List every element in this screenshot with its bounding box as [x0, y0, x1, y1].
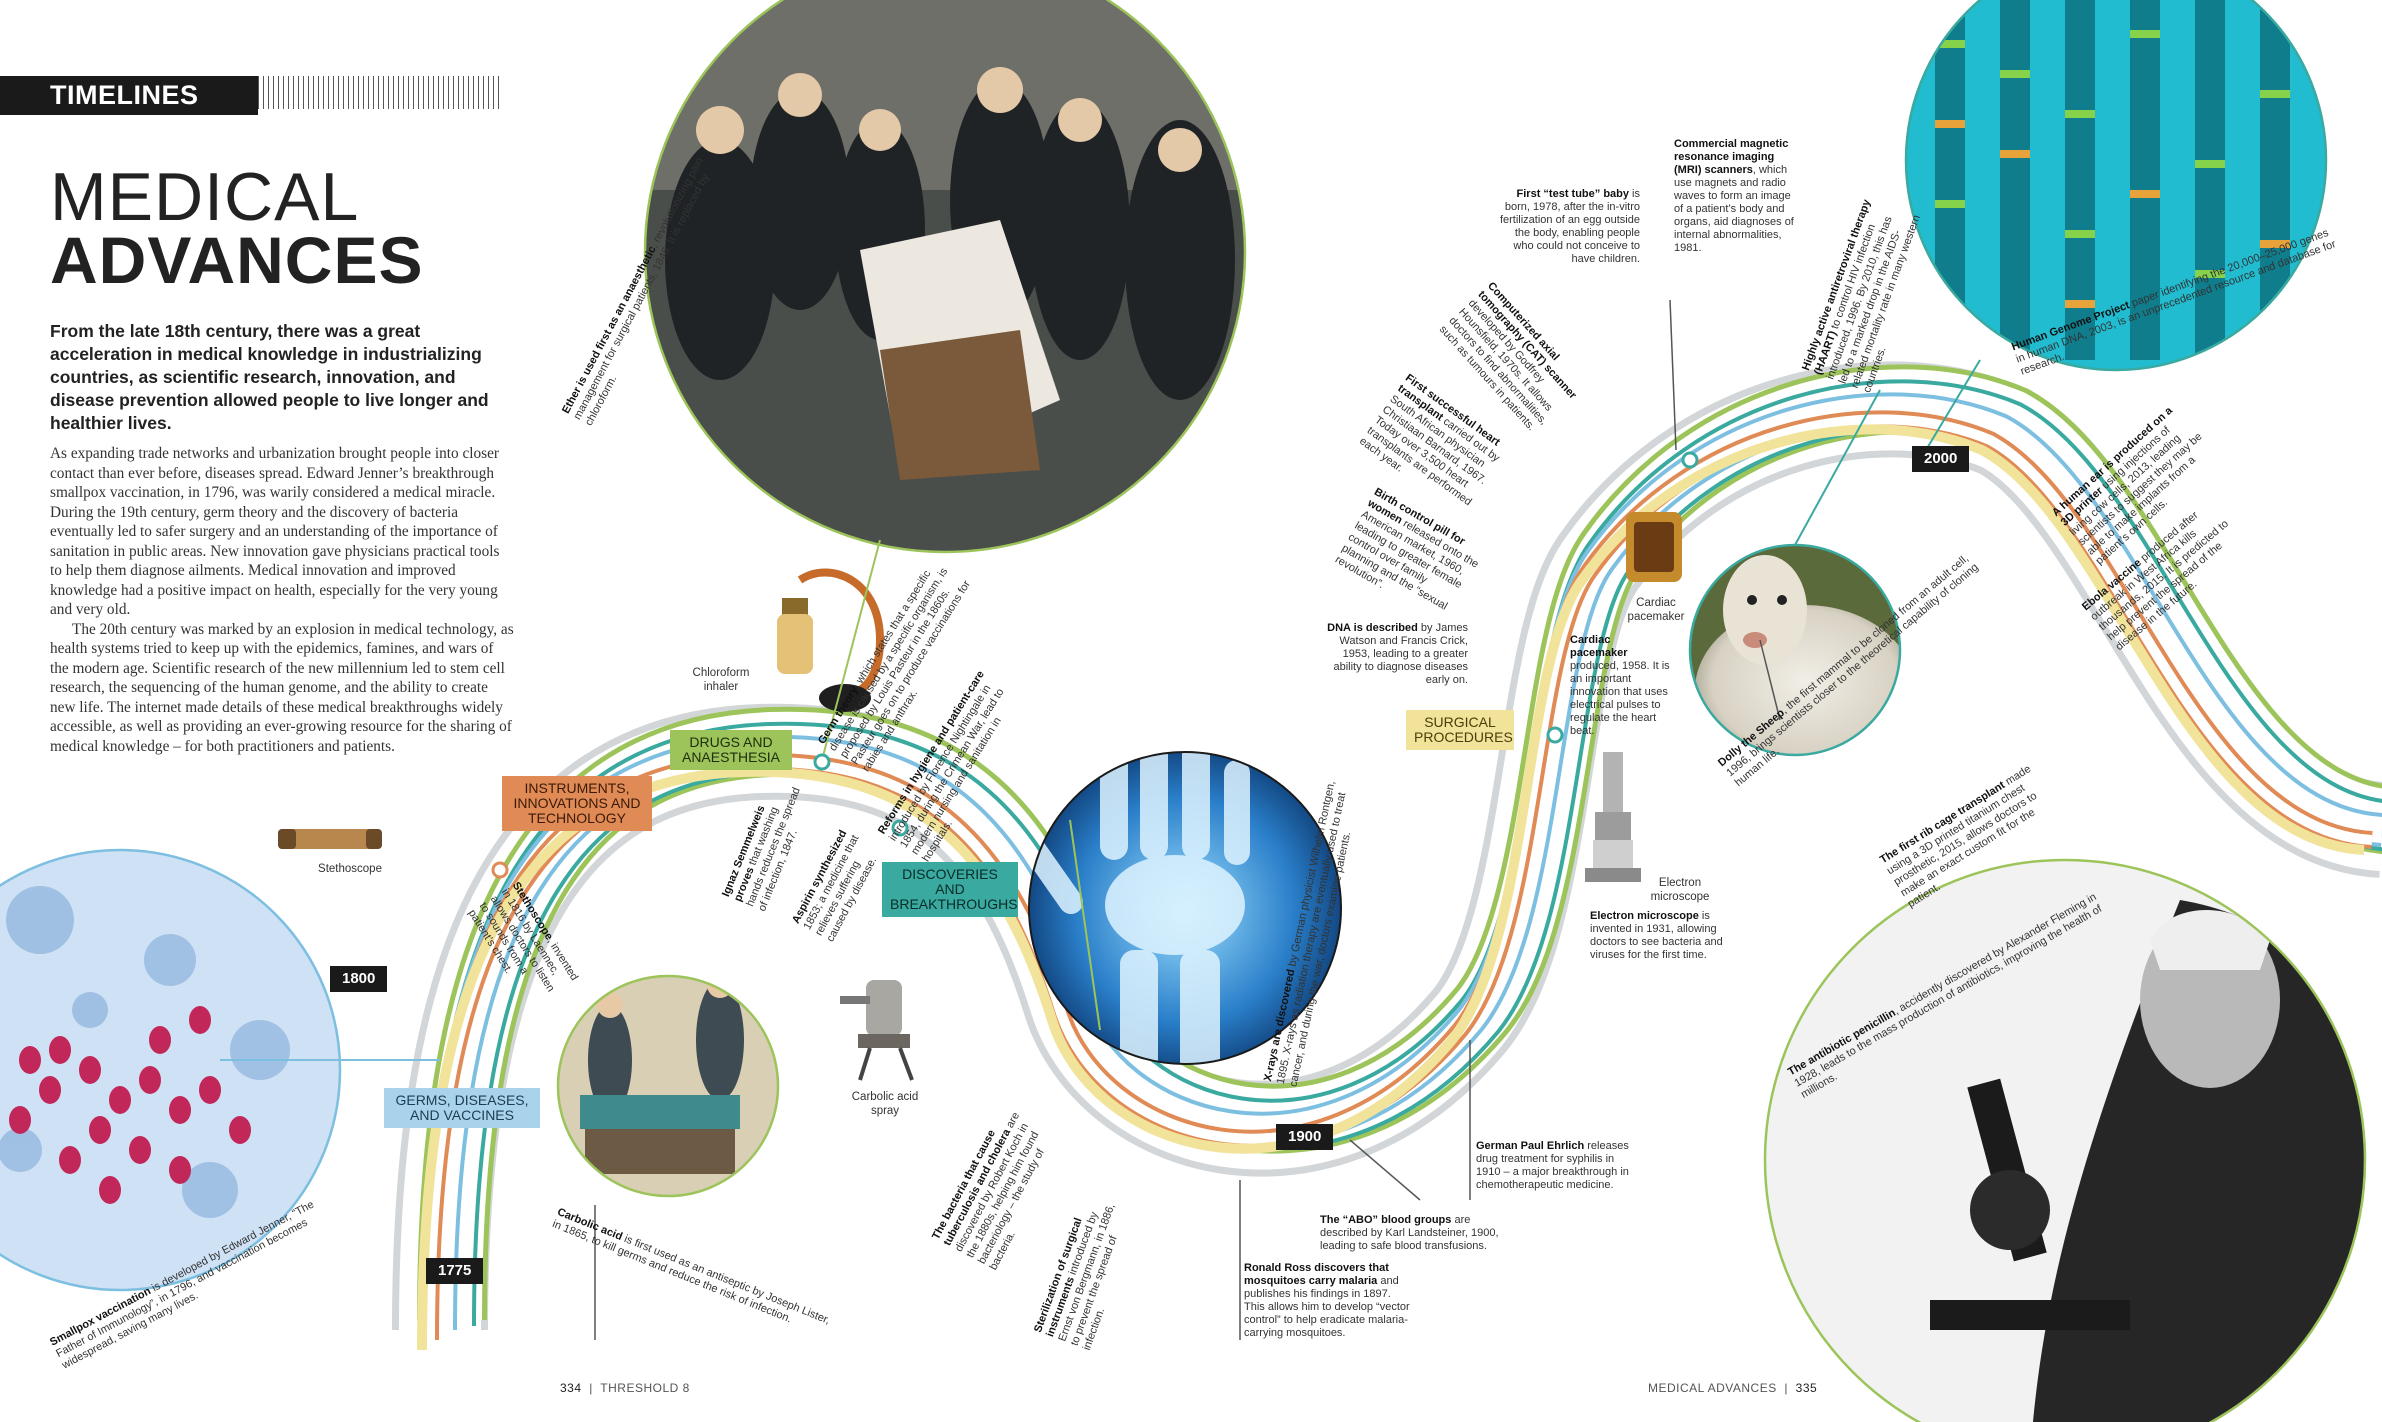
carbolic-spray-object [840, 980, 914, 1081]
event-abo: The “ABO” blood groups are described by … [1320, 1214, 1520, 1253]
event-mri-text: , which use magnets and radio waves to f… [1674, 164, 1794, 254]
event-electron-title: Electron microscope [1590, 910, 1699, 922]
event-dna: DNA is described by James Watson and Fra… [1318, 622, 1468, 687]
year-tag-2000: 2000 [1912, 446, 1970, 472]
genome-gel-image [1906, 0, 2326, 370]
event-ehrlich-text: releases drug treatment for syphilis in … [1476, 1140, 1629, 1191]
body-text: As expanding trade networks and urbaniza… [50, 444, 514, 756]
footer-right: MEDICAL ADVANCES | 335 [1648, 1381, 1818, 1395]
event-abo-text: are described by Karl Landsteiner, 1900,… [1320, 1214, 1499, 1252]
label-pacemaker: Cardiac pacemaker [1627, 597, 1685, 623]
year-tag-1800: 1800 [330, 966, 388, 992]
chloroform-inhaler-object [777, 568, 885, 712]
label-electron-microscope: Electron microscope [1650, 877, 1710, 903]
event-mri-title: Commercial magnetic resonance imaging (M… [1674, 138, 1789, 176]
footer-left: 334 | THRESHOLD 8 [560, 1381, 690, 1395]
event-abo-title: The “ABO” blood groups [1320, 1214, 1452, 1226]
xray-hand-image [1029, 752, 1341, 1064]
label-chloroform: Chloroform inhaler [692, 667, 750, 693]
label-carbolic-spray: Carbolic acid spray [851, 1091, 919, 1117]
stethoscope-object [278, 829, 382, 849]
event-pacemaker-text: produced, 1958. It is an important innov… [1570, 660, 1670, 737]
event-mri: Commercial magnetic resonance imaging (M… [1674, 138, 1802, 255]
section-tag: TIMELINES [0, 76, 258, 115]
year-tag-1900: 1900 [1276, 1124, 1334, 1150]
event-ross-text: and publishes his findings in 1897. This… [1244, 1275, 1410, 1339]
event-pacemaker-title: Cardiac pacemaker [1570, 634, 1628, 659]
page-title-bold: ADVANCES [50, 223, 424, 297]
event-electron-text: is invented in 1931, allowing doctors to… [1590, 910, 1723, 961]
event-ross-title: Ronald Ross discovers that mosquitoes ca… [1244, 1262, 1389, 1287]
page-number-right: 335 [1795, 1381, 1818, 1395]
event-pacemaker: Cardiac pacemaker produced, 1958. It is … [1570, 634, 1670, 738]
event-ivf: First “test tube” baby is born, 1978, af… [1494, 188, 1640, 266]
category-germs: GERMS, DISEASES, AND VACCINES [384, 1088, 540, 1128]
page-title-light: MEDICAL [50, 159, 360, 235]
event-ehrlich-title: German Paul Ehrlich [1476, 1140, 1585, 1152]
body-paragraph-2: The 20th century was marked by an explos… [50, 620, 514, 755]
event-dna-text: by James Watson and Francis Crick, 1953,… [1333, 622, 1468, 686]
category-discoveries: DISCOVERIES AND BREAKTHROUGHS [882, 862, 1018, 917]
event-dna-title: DNA is described [1327, 622, 1418, 634]
pacemaker-object [1626, 512, 1682, 582]
category-drugs: DRUGS AND ANAESTHESIA [670, 730, 792, 770]
lead-paragraph: From the late 18th century, there was a … [50, 321, 489, 433]
electron-microscope-object [1585, 752, 1641, 882]
footer-section-left: THRESHOLD 8 [600, 1381, 690, 1395]
body-paragraph-1: As expanding trade networks and urbaniza… [50, 445, 500, 618]
category-instruments: INSTRUMENTS, INNOVATIONS AND TECHNOLOGY [502, 776, 652, 831]
label-stethoscope: Stethoscope [318, 863, 382, 875]
page-number-left: 334 [560, 1381, 582, 1395]
section-tag-hatch [258, 76, 502, 109]
year-tag-1775: 1775 [426, 1258, 484, 1284]
lister-operation-image [558, 976, 778, 1196]
ether-operation-image [645, 0, 1245, 552]
event-electron: Electron microscope is invented in 1931,… [1590, 910, 1730, 962]
event-ross: Ronald Ross discovers that mosquitoes ca… [1244, 1262, 1414, 1340]
event-ehrlich: German Paul Ehrlich releases drug treatm… [1476, 1140, 1636, 1192]
event-ivf-title: First “test tube” baby [1516, 188, 1629, 200]
category-surgical: SURGICAL PROCEDURES [1406, 710, 1514, 750]
footer-section-right: MEDICAL ADVANCES [1648, 1381, 1777, 1395]
ether-photo-frame [643, 0, 1247, 554]
event-ivf-text: is born, 1978, after the in-vitro fertil… [1499, 188, 1640, 265]
fleming-microscope-image [1765, 860, 2365, 1422]
